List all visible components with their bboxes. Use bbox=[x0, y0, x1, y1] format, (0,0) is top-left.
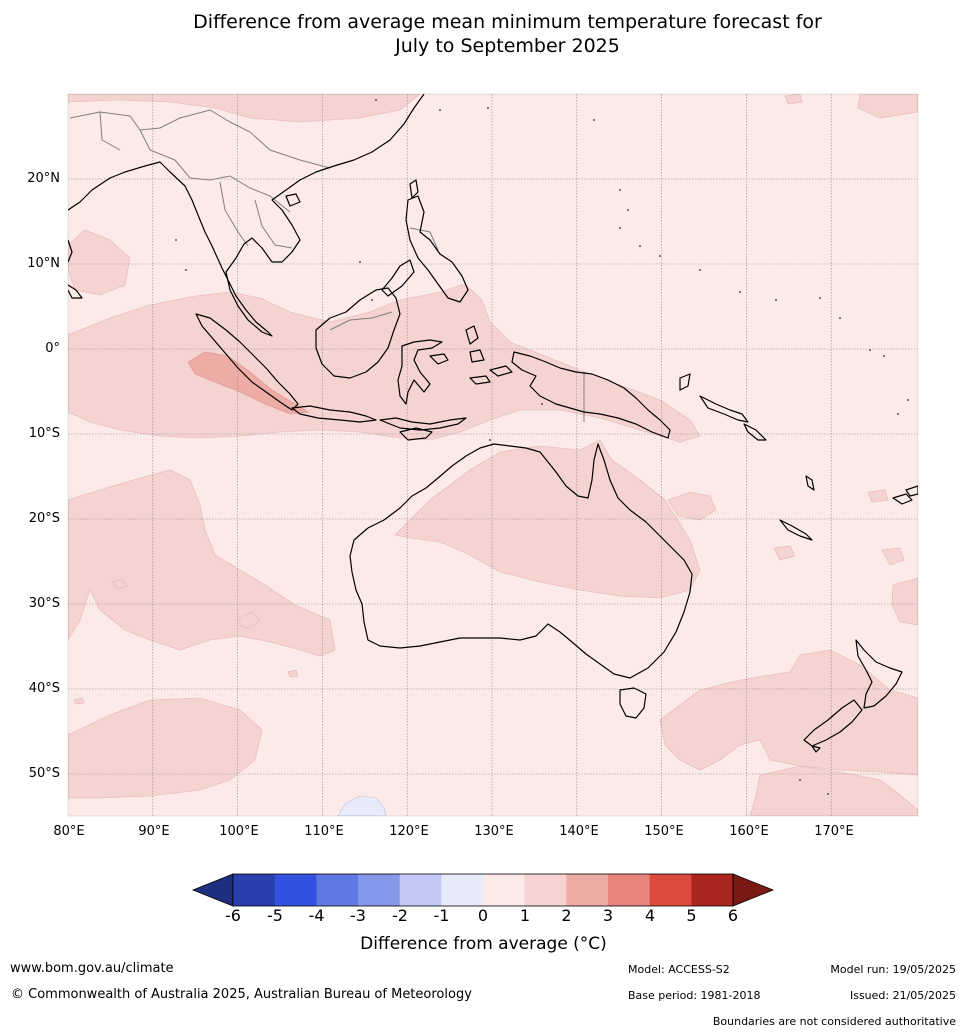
new-zealand-south-island bbox=[803, 699, 863, 747]
colorbar-tick-1: 1 bbox=[519, 906, 531, 925]
java-coastline bbox=[291, 405, 377, 423]
colorbar-tick-3: 3 bbox=[602, 906, 614, 925]
lon-label-110e: 110°E bbox=[304, 824, 344, 839]
colorbar-tick-minus6: -6 bbox=[225, 906, 241, 925]
asia-coastline bbox=[68, 94, 425, 337]
colorbar-tick-minus1: -1 bbox=[433, 906, 450, 925]
anomaly-small-contours bbox=[73, 579, 299, 705]
new-guinea-coastline bbox=[511, 351, 671, 439]
lat-label-10n: 10°N bbox=[27, 256, 60, 271]
colorbar-tick-5: 5 bbox=[686, 906, 697, 925]
pacific-islets bbox=[175, 99, 909, 795]
lon-label-80e: 80°E bbox=[53, 824, 85, 839]
lat-label-20n: 20°N bbox=[27, 171, 60, 186]
map-gridlines bbox=[68, 94, 918, 816]
country-borders bbox=[69, 109, 585, 422]
sumatra-coastline bbox=[195, 313, 299, 411]
lon-label-90e: 90°E bbox=[138, 824, 170, 839]
lat-label-0: 0° bbox=[45, 341, 60, 356]
lat-label-50s: 50°S bbox=[28, 766, 60, 781]
lon-label-120e: 120°E bbox=[389, 824, 429, 839]
coastlines bbox=[68, 94, 918, 753]
colorbar-tick-6: 6 bbox=[727, 906, 739, 925]
anomaly-minus-1-to-0-region bbox=[337, 795, 387, 816]
title-line-1: Difference from average mean minimum tem… bbox=[193, 11, 822, 33]
lon-label-150e: 150°E bbox=[644, 824, 684, 839]
lon-label-170e: 170°E bbox=[814, 824, 854, 839]
colorbar-tick-minus5: -5 bbox=[267, 906, 283, 925]
borneo-coastline bbox=[315, 287, 401, 379]
colorbar-tick-minus2: -2 bbox=[392, 906, 408, 925]
lon-label-130e: 130°E bbox=[474, 824, 514, 839]
colorbar-label: Difference from average (°C) bbox=[360, 934, 607, 954]
map-title: Difference from average mean minimum tem… bbox=[0, 10, 965, 58]
footer-website: www.bom.gov.au/climate bbox=[10, 961, 174, 976]
footer-base-period: Base period: 1981-2018 bbox=[628, 989, 761, 1002]
lat-label-20s: 20°S bbox=[28, 511, 60, 526]
sulawesi-coastline bbox=[397, 339, 443, 405]
new-zealand-north-island bbox=[855, 639, 903, 709]
colorbar-tick-minus3: -3 bbox=[350, 906, 366, 925]
colorbar-tick-0: 0 bbox=[477, 906, 489, 925]
footer-issued: Issued: 21/05/2025 bbox=[849, 989, 956, 1002]
lat-label-10s: 10°S bbox=[28, 426, 60, 441]
footer-disclaimer: Boundaries are not considered authoritat… bbox=[712, 1015, 956, 1028]
tasmania-coastline bbox=[619, 687, 647, 719]
title-line-2: July to September 2025 bbox=[395, 35, 620, 57]
footer-copyright: © Commonwealth of Australia 2025, Austra… bbox=[11, 987, 472, 1002]
australia-coastline bbox=[349, 443, 693, 679]
colorbar-tick-4: 4 bbox=[644, 906, 656, 925]
footer-model: Model: ACCESS-S2 bbox=[628, 963, 730, 976]
lon-label-160e: 160°E bbox=[729, 824, 769, 839]
lon-label-140e: 140°E bbox=[559, 824, 599, 839]
lon-label-100e: 100°E bbox=[219, 824, 259, 839]
lat-label-30s: 30°S bbox=[28, 596, 60, 611]
colorbar-tick-2: 2 bbox=[561, 906, 572, 925]
anomaly-1-to-2-regions bbox=[68, 94, 918, 816]
lat-label-40s: 40°S bbox=[28, 681, 60, 696]
map-frame bbox=[67, 93, 919, 817]
footer-model-run: Model run: 19/05/2025 bbox=[830, 963, 956, 976]
colorbar-tick-minus4: -4 bbox=[308, 906, 325, 925]
